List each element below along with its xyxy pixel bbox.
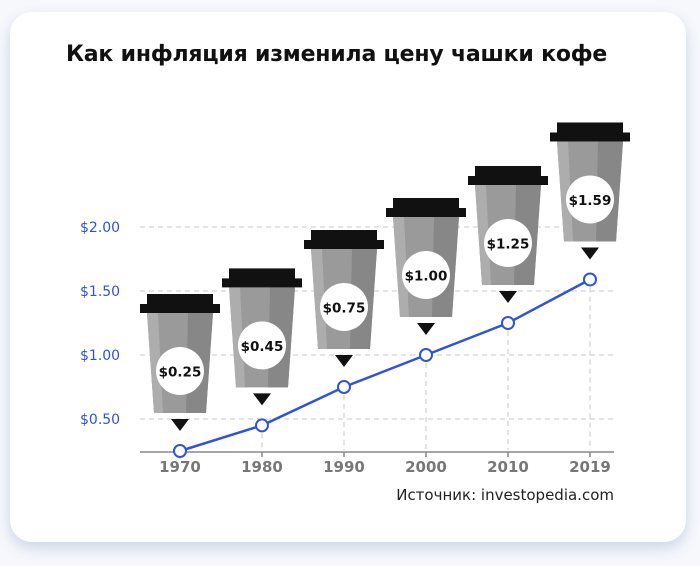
- data-point: [173, 444, 187, 458]
- source-note: Источник: investopedia.com: [396, 486, 614, 504]
- cup-highlight: [147, 313, 163, 413]
- price-circle: [238, 321, 286, 370]
- price-label: $1.00: [405, 269, 448, 285]
- price-label: $1.59: [569, 193, 612, 209]
- price-circle: [402, 251, 450, 299]
- y-tick-label: $1.00: [80, 348, 120, 364]
- x-tick-label: 1980: [241, 458, 283, 476]
- cup-highlight: [557, 141, 573, 242]
- price-circle: [320, 283, 368, 331]
- coffee-cup: $0.45: [222, 268, 302, 406]
- cup-pointer: [253, 393, 271, 406]
- data-point: [255, 418, 269, 433]
- chart-title: Как инфляция изменила цену чашки кофе: [66, 42, 608, 67]
- price-circle: [156, 347, 204, 395]
- cup-pointer: [581, 247, 599, 260]
- cup-lid-top: [311, 230, 377, 242]
- cup-highlight: [393, 217, 409, 317]
- cup-pointer: [335, 355, 353, 367]
- price-circle: [566, 175, 614, 224]
- data-point: [501, 316, 515, 330]
- coffee-cup: $1.59: [550, 122, 630, 260]
- cup-lid-rim: [140, 304, 220, 313]
- cup-lid-top: [393, 198, 459, 210]
- price-line: [179, 278, 591, 453]
- data-point: [337, 380, 351, 394]
- cup-lid-top: [557, 122, 623, 135]
- cup-lid-top: [475, 166, 541, 178]
- x-tick-label: 2000: [405, 458, 447, 476]
- data-point: [583, 272, 597, 287]
- data-point: [419, 348, 433, 362]
- x-tick-label: 2010: [487, 458, 529, 476]
- cup-lid-rim: [304, 240, 384, 249]
- cup-lid-rim: [386, 208, 466, 217]
- cup-lid-rim: [222, 278, 302, 288]
- cup-highlight: [229, 287, 245, 388]
- price-label: $0.45: [241, 339, 284, 355]
- coffee-cup: $0.75: [304, 230, 384, 367]
- cup-lid-top: [229, 268, 295, 281]
- cup-pointer: [417, 323, 435, 335]
- price-label: $0.75: [323, 301, 366, 317]
- coffee-cup: $1.00: [386, 198, 466, 335]
- y-tick-label: $1.50: [80, 284, 120, 300]
- x-tick-label: 1990: [323, 458, 365, 476]
- y-tick-label: $0.50: [80, 412, 120, 428]
- cup-pointer: [499, 291, 517, 303]
- cup-lid-rim: [550, 132, 630, 142]
- cup-pointer: [171, 419, 189, 431]
- price-circle: [484, 219, 532, 267]
- x-tick-label: 1970: [159, 458, 201, 476]
- y-tick-label: $2.00: [80, 220, 120, 236]
- price-label: $0.25: [159, 365, 202, 381]
- price-label: $1.25: [487, 237, 530, 253]
- coffee-cup: $0.25: [140, 294, 220, 431]
- x-tick-label: 2019: [569, 458, 611, 476]
- cup-lid-top: [147, 294, 213, 306]
- cup-highlight: [475, 185, 491, 285]
- coffee-cup: $1.25: [468, 166, 548, 303]
- cup-highlight: [311, 249, 327, 349]
- cup-lid-rim: [468, 176, 548, 185]
